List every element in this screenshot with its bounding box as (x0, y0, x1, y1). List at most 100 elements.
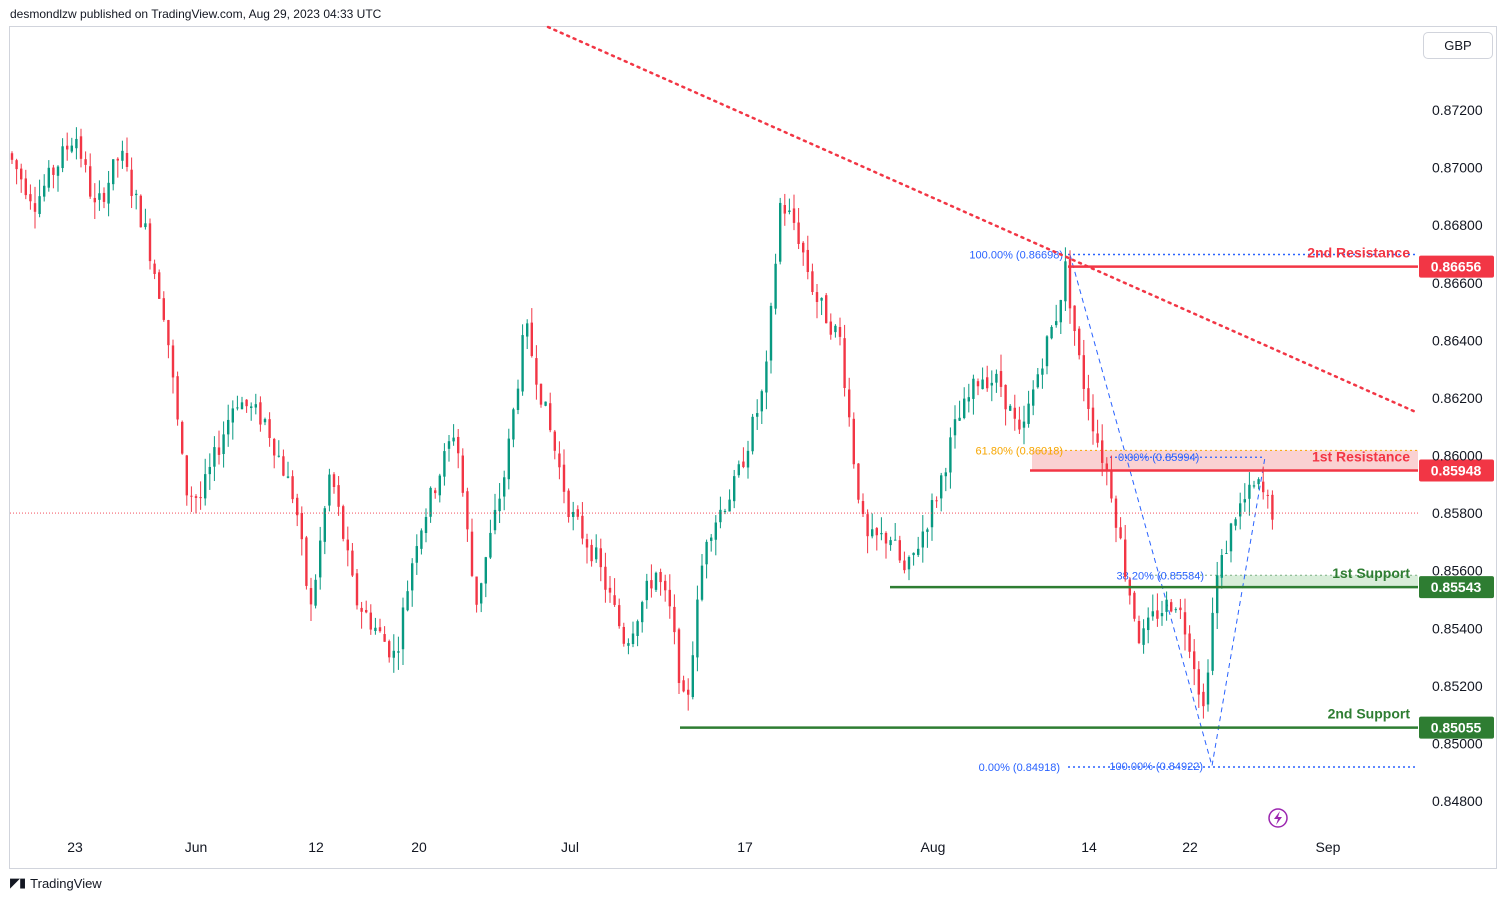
candle-body (1193, 651, 1196, 670)
candle-body (457, 436, 460, 454)
candle-body (406, 591, 409, 611)
candle-body (871, 529, 874, 537)
extras-layer (1268, 808, 1288, 828)
chart-frame[interactable] (9, 26, 1497, 869)
candle-body (654, 572, 658, 590)
candle (43, 174, 46, 202)
candle (1179, 598, 1182, 619)
candle (305, 535, 308, 590)
candle-body (696, 599, 699, 658)
candle-body (963, 398, 966, 419)
candle (130, 157, 133, 209)
candle (921, 515, 924, 563)
tradingview-logo[interactable]: ◤▮ TradingView (10, 875, 102, 891)
candle (254, 393, 257, 415)
candle-body (176, 376, 179, 420)
candle (572, 501, 575, 531)
candle (1160, 600, 1164, 626)
candle-body (889, 540, 892, 546)
candle-body (687, 689, 690, 695)
candle-body (829, 321, 832, 335)
candle-body (558, 453, 561, 468)
candle-body (585, 539, 589, 548)
candle (493, 493, 497, 535)
candle-body (857, 463, 860, 500)
candle (489, 519, 492, 560)
candle-body (516, 388, 520, 410)
candle (1027, 390, 1030, 428)
candle (696, 585, 699, 672)
candle (659, 568, 662, 596)
level-name: 1st Support (1332, 565, 1410, 581)
candle-body (664, 580, 667, 591)
candle-body (102, 192, 106, 202)
candle (282, 449, 285, 477)
candle (746, 440, 750, 479)
candle-body (535, 358, 538, 385)
candle-body (148, 223, 152, 262)
candle (355, 569, 359, 610)
candle-body (300, 512, 303, 540)
candle-body (360, 607, 363, 612)
candle-body (355, 573, 359, 606)
y-tick-label: 0.85200 (1432, 678, 1483, 694)
candle-body (1096, 433, 1099, 443)
candle-body (365, 609, 368, 613)
candle (912, 552, 915, 566)
candle (917, 536, 920, 557)
candle-body (641, 602, 644, 623)
candle (618, 598, 621, 629)
candle-body (1009, 405, 1012, 411)
candle-body (314, 579, 317, 606)
candle-body (1041, 368, 1044, 375)
candle (1206, 659, 1210, 712)
candle (641, 600, 644, 633)
candle (38, 179, 41, 218)
candle-body (332, 474, 336, 488)
candle (236, 395, 239, 411)
candle-body (20, 168, 23, 180)
candle-body (834, 325, 837, 333)
lightning-icon (1274, 811, 1282, 825)
candle-body (907, 556, 911, 570)
candle (884, 531, 888, 559)
candle-body (475, 576, 478, 605)
candle-body (627, 643, 630, 646)
candle-body (411, 563, 414, 591)
candle (1073, 305, 1076, 346)
candle-body (861, 501, 865, 514)
candle-body (227, 419, 230, 435)
candle (300, 506, 303, 556)
candle (204, 458, 207, 506)
candle (342, 504, 345, 542)
candle (1124, 524, 1127, 582)
candle-body (480, 583, 483, 604)
candle (1018, 406, 1021, 434)
candle (259, 396, 262, 432)
currency-button[interactable]: GBP (1423, 32, 1493, 59)
candle-body (815, 292, 819, 302)
candle (889, 536, 892, 551)
candle (457, 429, 460, 469)
candle-body (572, 511, 575, 517)
price-tag-label: 0.85948 (1431, 462, 1482, 478)
candle (654, 571, 658, 593)
candle-body (254, 404, 257, 408)
candle-body (424, 516, 428, 534)
candle (926, 527, 929, 548)
candle-body (1059, 299, 1062, 323)
candle-body (659, 571, 662, 583)
candle-body (1027, 403, 1030, 424)
y-tick-label: 0.86800 (1432, 217, 1483, 233)
candle (1257, 477, 1260, 490)
candle (1229, 522, 1233, 563)
candle (190, 486, 193, 512)
candle (530, 308, 533, 358)
x-tick-label: 14 (1081, 839, 1097, 855)
candle-body (153, 263, 156, 274)
candle-body (70, 145, 73, 152)
candle (217, 430, 221, 465)
candle (1009, 404, 1012, 412)
candle-body (1266, 494, 1269, 496)
